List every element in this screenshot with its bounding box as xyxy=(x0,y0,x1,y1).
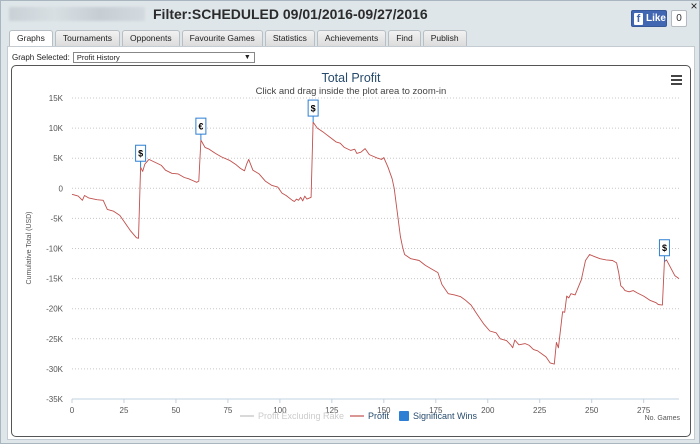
graph-selector-row: Graph Selected: Profit History ▼ xyxy=(12,52,255,63)
x-tick-label: 75 xyxy=(223,406,232,415)
graph-select-dropdown[interactable]: Profit History ▼ xyxy=(72,52,255,63)
y-tick-label: -10K xyxy=(46,245,64,254)
graph-selected-label: Graph Selected: xyxy=(12,53,70,62)
y-tick-label: -25K xyxy=(46,335,64,344)
x-tick-label: 225 xyxy=(533,406,547,415)
tab-tournaments[interactable]: Tournaments xyxy=(54,30,121,46)
x-tick-label: 175 xyxy=(429,406,443,415)
flag-box xyxy=(135,144,147,162)
x-tick-label: 200 xyxy=(481,406,495,415)
significant-win-flag[interactable]: € xyxy=(195,117,207,141)
tab-opponents[interactable]: Opponents xyxy=(122,30,180,46)
legend-item-profit[interactable]: Profit xyxy=(350,411,390,421)
flag-box xyxy=(195,117,207,135)
y-tick-label: -35K xyxy=(46,395,64,404)
x-axis-label: No. Games xyxy=(645,415,681,422)
legend-label-profit-excluding-rake: Profit Excluding Rake xyxy=(258,411,344,421)
chart-menu-button[interactable] xyxy=(669,73,684,86)
close-icon[interactable]: × xyxy=(690,0,698,13)
facebook-like-button[interactable]: f Like xyxy=(631,10,667,27)
dropdown-arrow-icon: ▼ xyxy=(243,54,251,61)
legend-label-significant-wins: Significant Wins xyxy=(413,411,478,421)
graph-select-value: Profit History xyxy=(76,53,120,62)
tab-statistics[interactable]: Statistics xyxy=(264,30,315,46)
graphs-panel: Graph Selected: Profit History ▼ 15K 10K 5… xyxy=(7,46,695,440)
grid-lines xyxy=(72,97,679,400)
like-count: 0 xyxy=(671,10,687,27)
series-line-profit[interactable] xyxy=(71,121,680,365)
y-tick-label: 10K xyxy=(49,124,64,133)
y-tick-label: 15K xyxy=(49,94,64,103)
legend-label-profit: Profit xyxy=(368,411,390,421)
significant-win-flag[interactable]: $ xyxy=(135,144,147,168)
tab-find[interactable]: Find xyxy=(388,30,421,46)
legend-item-significant-wins[interactable]: Significant Wins xyxy=(399,411,478,421)
flag-box xyxy=(307,99,319,117)
like-label: Like xyxy=(645,13,666,24)
chart-subtitle: Click and drag inside the plot area to z… xyxy=(256,86,447,97)
significant-win-flags: $ € $ $ xyxy=(135,99,670,262)
x-tick-label: 25 xyxy=(120,406,129,415)
title-bar: Filter:SCHEDULED 09/01/2016-09/27/2016 f… xyxy=(1,0,699,27)
x-tick-label: 250 xyxy=(585,406,599,415)
y-tick-label: -30K xyxy=(46,365,64,374)
y-tick-label: 0 xyxy=(59,184,64,193)
y-tick-label: -15K xyxy=(46,275,64,284)
x-tick-label: 0 xyxy=(70,406,75,415)
flag-label: $ xyxy=(662,243,667,253)
axes: 15K 10K 5K 0 -5K -10K -15K -20K -25K -30K -35K 0 25 5… xyxy=(46,94,679,415)
significant-win-flag[interactable]: $ xyxy=(307,99,319,123)
y-tick-label: -5K xyxy=(51,214,64,223)
tab-favourite-games[interactable]: Favourite Games xyxy=(181,30,263,46)
chart-container[interactable]: 15K 10K 5K 0 -5K -10K -15K -20K -25K -30K -35K 0 25 5… xyxy=(11,65,691,437)
tab-bar: Graphs Tournaments Opponents Favourite G… xyxy=(9,30,469,46)
x-tick-label: 125 xyxy=(325,406,339,415)
flag-box xyxy=(658,239,670,257)
chart-title: Total Profit xyxy=(321,71,381,85)
tab-achievements[interactable]: Achievements xyxy=(316,30,387,46)
y-axis-label: Cumulative Total (USD) xyxy=(26,211,33,284)
series xyxy=(71,121,680,365)
flag-label: $ xyxy=(138,149,143,159)
x-tick-label: 275 xyxy=(637,406,651,415)
profit-chart[interactable]: 15K 10K 5K 0 -5K -10K -15K -20K -25K -30K -35K 0 25 5… xyxy=(12,66,691,437)
flag-label: $ xyxy=(311,104,316,114)
x-tick-label: 100 xyxy=(273,406,287,415)
flag-label: € xyxy=(198,122,203,132)
hamburger-icon xyxy=(671,75,682,85)
facebook-icon: f xyxy=(634,12,643,25)
x-tick-label: 50 xyxy=(171,406,180,415)
legend-item-profit-excluding-rake[interactable]: Profit Excluding Rake xyxy=(240,411,344,421)
y-tick-label: -20K xyxy=(46,305,64,314)
window-title: Filter:SCHEDULED 09/01/2016-09/27/2016 xyxy=(153,6,428,22)
tab-publish[interactable]: Publish xyxy=(422,30,467,46)
y-tick-label: 5K xyxy=(53,154,63,163)
legend: Profit Excluding Rake Profit Significant… xyxy=(240,411,478,421)
x-tick-label: 150 xyxy=(377,406,391,415)
tab-graphs[interactable]: Graphs xyxy=(9,30,53,46)
legend-swatch-significant-wins xyxy=(399,411,409,421)
significant-win-flag[interactable]: $ xyxy=(658,239,670,262)
blurred-player-name xyxy=(9,7,145,21)
